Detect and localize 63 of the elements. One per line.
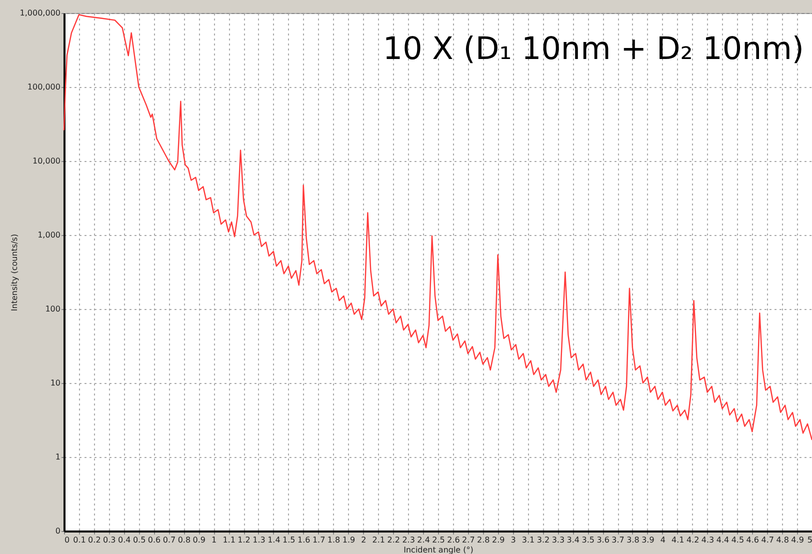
x-tick-label: 1.6 <box>297 536 310 544</box>
x-tick-label: 1.5 <box>282 536 296 544</box>
x-tick-label: 2.8 <box>477 536 490 544</box>
y-tick-label: 1,000,000 <box>20 8 60 18</box>
annotation: 10 X (D₁ 10nm + D₂ 10nm) <box>382 31 804 67</box>
x-tick-label: 1.2 <box>238 536 250 544</box>
x-tick-label: 2 <box>361 536 366 544</box>
x-tick-label: 3.1 <box>522 536 535 544</box>
x-tick-label: 4 <box>660 536 666 544</box>
x-tick-label: 1.3 <box>252 536 266 544</box>
x-tick-label: 1.1 <box>222 536 236 544</box>
x-tick-label: 3.9 <box>642 536 654 544</box>
x-tick-label: 1 <box>212 536 217 544</box>
x-tick-label: 3.4 <box>566 536 580 544</box>
x-tick-label: 3.8 <box>626 536 640 544</box>
x-tick-label: 2.4 <box>417 536 430 544</box>
x-tick-label: 4.5 <box>731 536 744 544</box>
x-tick-label: 3 <box>510 536 516 544</box>
x-tick-label: 3.5 <box>582 536 594 544</box>
y-tick-label: 10,000 <box>32 156 60 166</box>
x-axis-title: Incident angle (°) <box>404 546 474 554</box>
x-tick-label: 4.3 <box>701 536 714 544</box>
x-tick-label: 4.2 <box>686 536 700 544</box>
x-tick-label: 4.1 <box>671 536 684 544</box>
x-tick-label: 1.9 <box>342 536 356 544</box>
x-tick-label: 0.5 <box>132 536 146 544</box>
x-tick-label: 4.6 <box>746 536 760 544</box>
x-tick-label: 2.3 <box>402 536 415 544</box>
y-tick-label: 1,000 <box>38 230 60 240</box>
x-tick-label: 2.6 <box>447 536 460 544</box>
x-tick-label: 2.7 <box>462 536 475 544</box>
y-tick-label: 10 <box>50 378 60 388</box>
y-axis-title: Intensity (counts/s) <box>10 234 19 312</box>
x-tick-label: 0.9 <box>192 536 206 544</box>
x-tick-label: 2.5 <box>432 536 445 544</box>
x-tick-label: 1.7 <box>312 536 326 544</box>
x-tick-label: 0.7 <box>162 536 176 544</box>
y-tick-label: 0 <box>55 526 60 536</box>
y-tick-label: 1 <box>55 452 60 462</box>
x-tick-label: 1.8 <box>327 536 340 544</box>
x-tick-label: 3.6 <box>596 536 610 544</box>
x-tick-label: 0.2 <box>88 536 101 544</box>
x-tick-label: 4.9 <box>791 536 804 544</box>
x-tick-label: 4.8 <box>776 536 789 544</box>
x-tick-label: 2.2 <box>387 536 400 544</box>
x-tick-label: 0.6 <box>148 536 161 544</box>
y-tick-label: 100,000 <box>27 82 60 92</box>
y-tick-label: 100 <box>45 304 60 314</box>
x-tick-label: 3.3 <box>552 536 565 544</box>
x-tick-label: 0.4 <box>118 536 131 544</box>
x-tick-label: 0.8 <box>178 536 191 544</box>
x-tick-label: 0.3 <box>103 536 116 544</box>
x-tick-label: 5 <box>807 536 812 544</box>
x-tick-label: 4.4 <box>716 536 730 544</box>
line-series <box>63 14 812 441</box>
x-tick-label: 4.7 <box>761 536 774 544</box>
x-tick-label: 1.4 <box>268 536 280 544</box>
x-tick-label: 3.2 <box>536 536 550 544</box>
x-tick-label: 2.9 <box>492 536 505 544</box>
x-tick-label: 0 <box>64 536 70 544</box>
x-tick-label: 2.1 <box>372 536 386 544</box>
x-tick-label: 3.7 <box>612 536 624 544</box>
x-tick-label: 0.1 <box>73 536 86 544</box>
